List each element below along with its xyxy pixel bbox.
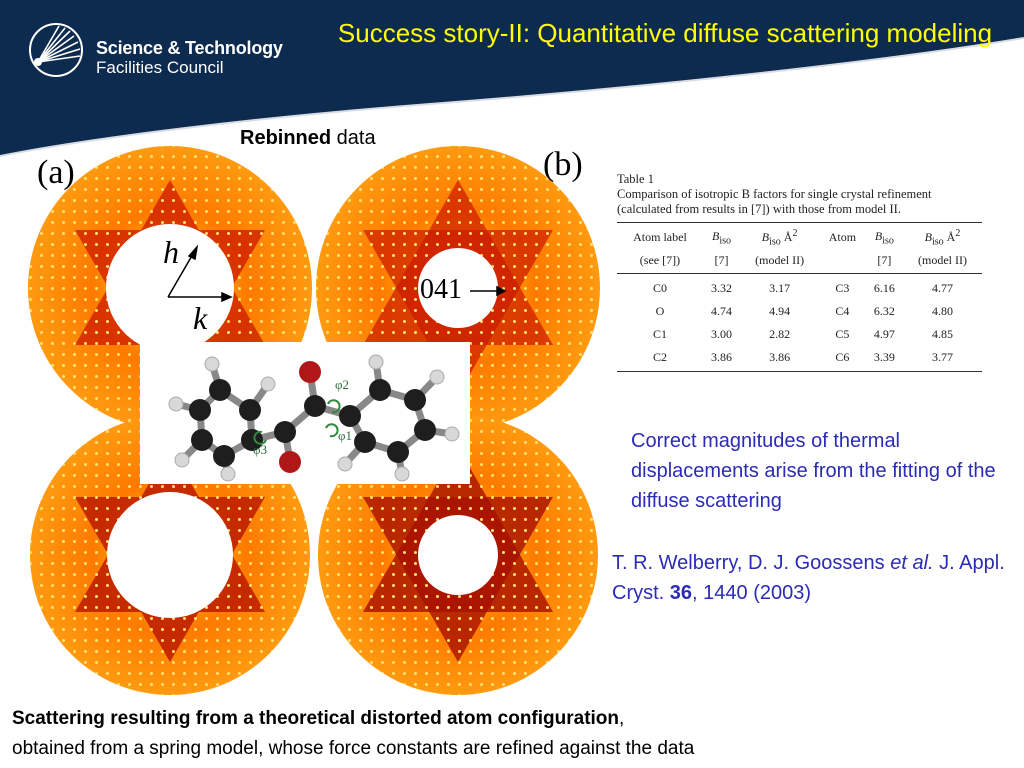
citation-authors: T. R. Welberry, D. J. Goossens [612,552,891,574]
table-header-cell: Biso [865,222,903,251]
table-row: C1 3.00 2.82 C5 4.97 4.85 [617,323,982,346]
thermal-displacement-note: Correct magnitudes of thermal displaceme… [631,430,996,512]
citation-etal: et al. [890,552,934,574]
slide-title: Success story-II: Quantitative diffuse s… [337,18,993,48]
bottom-caption-comma: , [619,708,625,729]
org-name-line2: Facilities Council [96,58,224,77]
disk-b [316,146,600,430]
bottom-caption-bold: Scattering resulting from a theoretical … [12,708,620,729]
axis-label-h: h [163,234,179,270]
figure-subtitle-rest: data [331,127,376,149]
table-header-cell: (see [7]) [617,250,703,275]
figure-subtitle: Rebinned data [240,127,376,150]
citation: T. R. Welberry, D. J. Goossens et al. J.… [612,548,1012,608]
table-caption: Table 1 Comparison of isotropic B factor… [617,172,982,217]
table-header-cell: Biso Å2 [903,222,982,251]
table-cell: O [655,304,665,319]
stfc-logo: Science & Technology Facilities Council [28,18,298,88]
table-cell: 3.32 [711,281,733,296]
table-cell: 4.77 [932,281,953,296]
phi-label-3: φ3 [253,442,268,457]
table-cell: 3.17 [769,281,791,296]
table-cell: 3.39 [865,346,903,373]
panel-label-a: (a) [37,154,75,191]
table-cell: 4.80 [932,304,953,319]
table-cell: C5 [835,327,850,342]
table-cell: 4.94 [769,304,791,319]
table-cell: 4.85 [932,327,953,342]
disk-d [318,415,598,695]
figure-subtitle-bold: Rebinned [240,127,332,149]
table-cell: C0 [652,281,667,296]
table-row: O 4.74 4.94 C4 6.32 4.80 [617,300,982,323]
citation-volume: 36 [669,582,693,604]
citation-pages-year: , 1440 (2003) [692,582,812,604]
table-subheader-row: (see [7]) [7] (model II) [7] (model II) [617,250,982,275]
table-cell: C6 [819,346,866,373]
header-background [0,0,1024,157]
table-header-cell: Atom [819,222,866,251]
table-cell: C3 [835,281,850,296]
table-header-cell: (model II) [740,250,820,275]
panel-label-b: (b) [543,146,583,183]
table-cell: 3.77 [903,346,982,373]
axis-label-k: k [193,300,208,336]
table-caption-line: Table 1 [617,172,654,186]
table-header-cell [819,250,866,275]
phi-label-2: φ2 [335,377,350,392]
comparison-table: Atom label Biso Biso Å2 Atom Biso Biso Å… [617,222,982,373]
molecule-inset: φ2 φ1 φ3 [140,342,470,484]
table-header-cell: [7] [865,250,903,275]
table-cell: 4.97 [873,327,895,342]
b-factor-table: Table 1 Comparison of isotropic B factor… [617,172,982,373]
table-cell: C2 [617,346,703,373]
table-cell: C4 [835,304,850,319]
table-header-cell: Biso Å2 [740,222,820,251]
slide-header: Science & Technology Facilities Council … [0,0,1024,160]
bottom-caption-line1: Scattering resulting from a theoretical … [12,704,1012,734]
scattering-patterns [28,146,600,695]
table-cell: C1 [652,327,667,342]
bottom-caption: Scattering resulting from a theoretical … [12,704,1012,764]
table-cell: 4.74 [711,304,733,319]
table-header-cell: [7] [702,250,741,275]
table-caption-line: Comparison of isotropic B factors for si… [617,187,932,201]
reflection-arrow [470,285,507,297]
table-cell: 6.32 [873,304,895,319]
citation-journal: J. Appl. Cryst. [612,552,1005,604]
table-cell: 3.86 [702,346,741,373]
org-name-line1: Science & Technology [96,38,283,58]
table-cell: 3.00 [711,327,733,342]
table-cell: 2.82 [769,327,791,342]
reflection-label: 041 [420,274,462,305]
disk-c [30,415,310,695]
table-caption-line: (calculated from results in [7]) with th… [617,202,901,216]
bottom-caption-line2: obtained from a spring model, whose forc… [12,738,695,759]
table-row: C2 3.86 3.86 C6 3.39 3.77 [617,346,982,373]
table-row: C0 3.32 3.17 C3 6.16 4.77 [617,274,982,301]
table-header-cell: Biso [702,222,741,251]
phi-label-1: φ1 [338,428,353,443]
table-cell: 3.86 [740,346,820,373]
molecule-diagram [168,354,460,482]
scattering-figure: (a) (b) h k 041 [25,140,615,695]
table-header-cell: Atom label [617,222,703,251]
table-cell: 6.16 [873,281,895,296]
hk-axes [167,244,233,303]
sunburst-icon [29,23,83,77]
table-header-cell: (model II) [903,250,982,275]
table-header-row: Atom label Biso Biso Å2 Atom Biso Biso Å… [617,222,982,251]
